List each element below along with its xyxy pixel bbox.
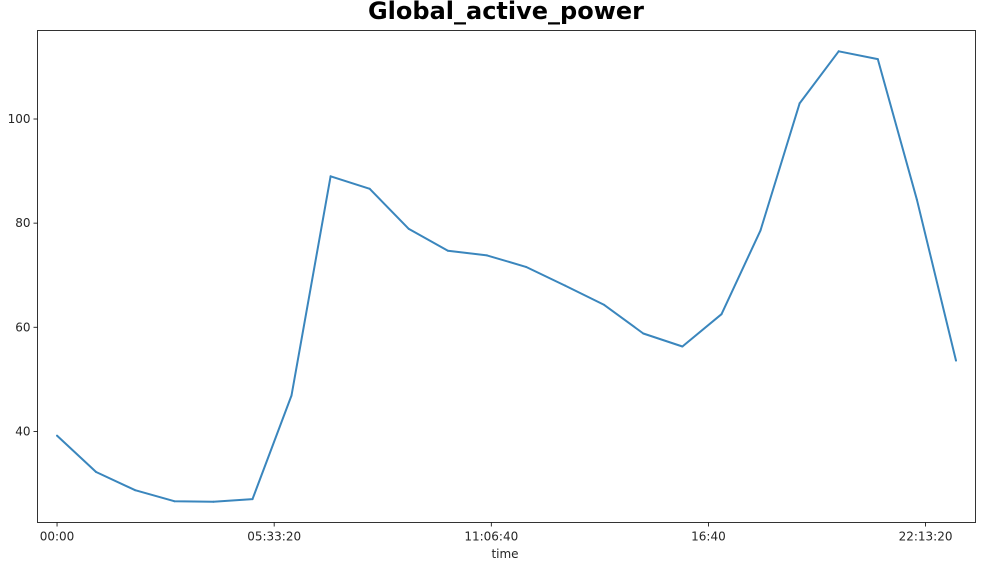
- data-point: [212, 500, 215, 503]
- data-point: [525, 265, 527, 268]
- data-point: [681, 345, 684, 348]
- x-tick-label: 05:33:20: [247, 530, 301, 544]
- x-tick-label: 16:40: [691, 530, 726, 544]
- x-axis-label: time: [491, 547, 518, 561]
- data-point: [56, 434, 58, 437]
- series-line: [56, 50, 957, 503]
- data-point: [837, 50, 840, 53]
- y-axis: 40 60 80 100: [8, 112, 38, 438]
- y-tick-label: 100: [8, 112, 31, 126]
- data-point: [642, 332, 645, 335]
- data-point: [603, 303, 606, 306]
- data-point: [446, 249, 449, 252]
- data-point: [798, 102, 801, 105]
- data-point: [368, 187, 371, 190]
- data-point: [329, 175, 332, 178]
- x-tick-label: 11:06:40: [464, 530, 518, 544]
- data-point: [290, 394, 293, 397]
- x-axis: 00:00 05:33:20 11:06:40 16:40 22:13:20: [40, 522, 953, 544]
- y-tick-label: 80: [15, 216, 30, 230]
- x-tick-label: 00:00: [40, 530, 75, 544]
- data-point: [564, 284, 567, 287]
- data-point: [915, 198, 918, 201]
- data-point: [95, 471, 98, 473]
- data-point: [173, 500, 176, 503]
- data-point: [759, 229, 762, 232]
- y-tick-label: 60: [15, 320, 30, 334]
- plot-frame: [37, 30, 976, 523]
- data-point: [876, 58, 879, 61]
- data-point: [720, 313, 723, 316]
- series-layer: [56, 50, 957, 503]
- data-point: [251, 498, 254, 501]
- data-point: [407, 227, 410, 230]
- data-point: [486, 254, 488, 257]
- chart-title: Global_active_power: [367, 0, 644, 25]
- data-point: [955, 359, 957, 362]
- data-point: [134, 489, 137, 492]
- y-tick-label: 40: [15, 424, 30, 438]
- x-tick-label: 22:13:20: [899, 530, 953, 544]
